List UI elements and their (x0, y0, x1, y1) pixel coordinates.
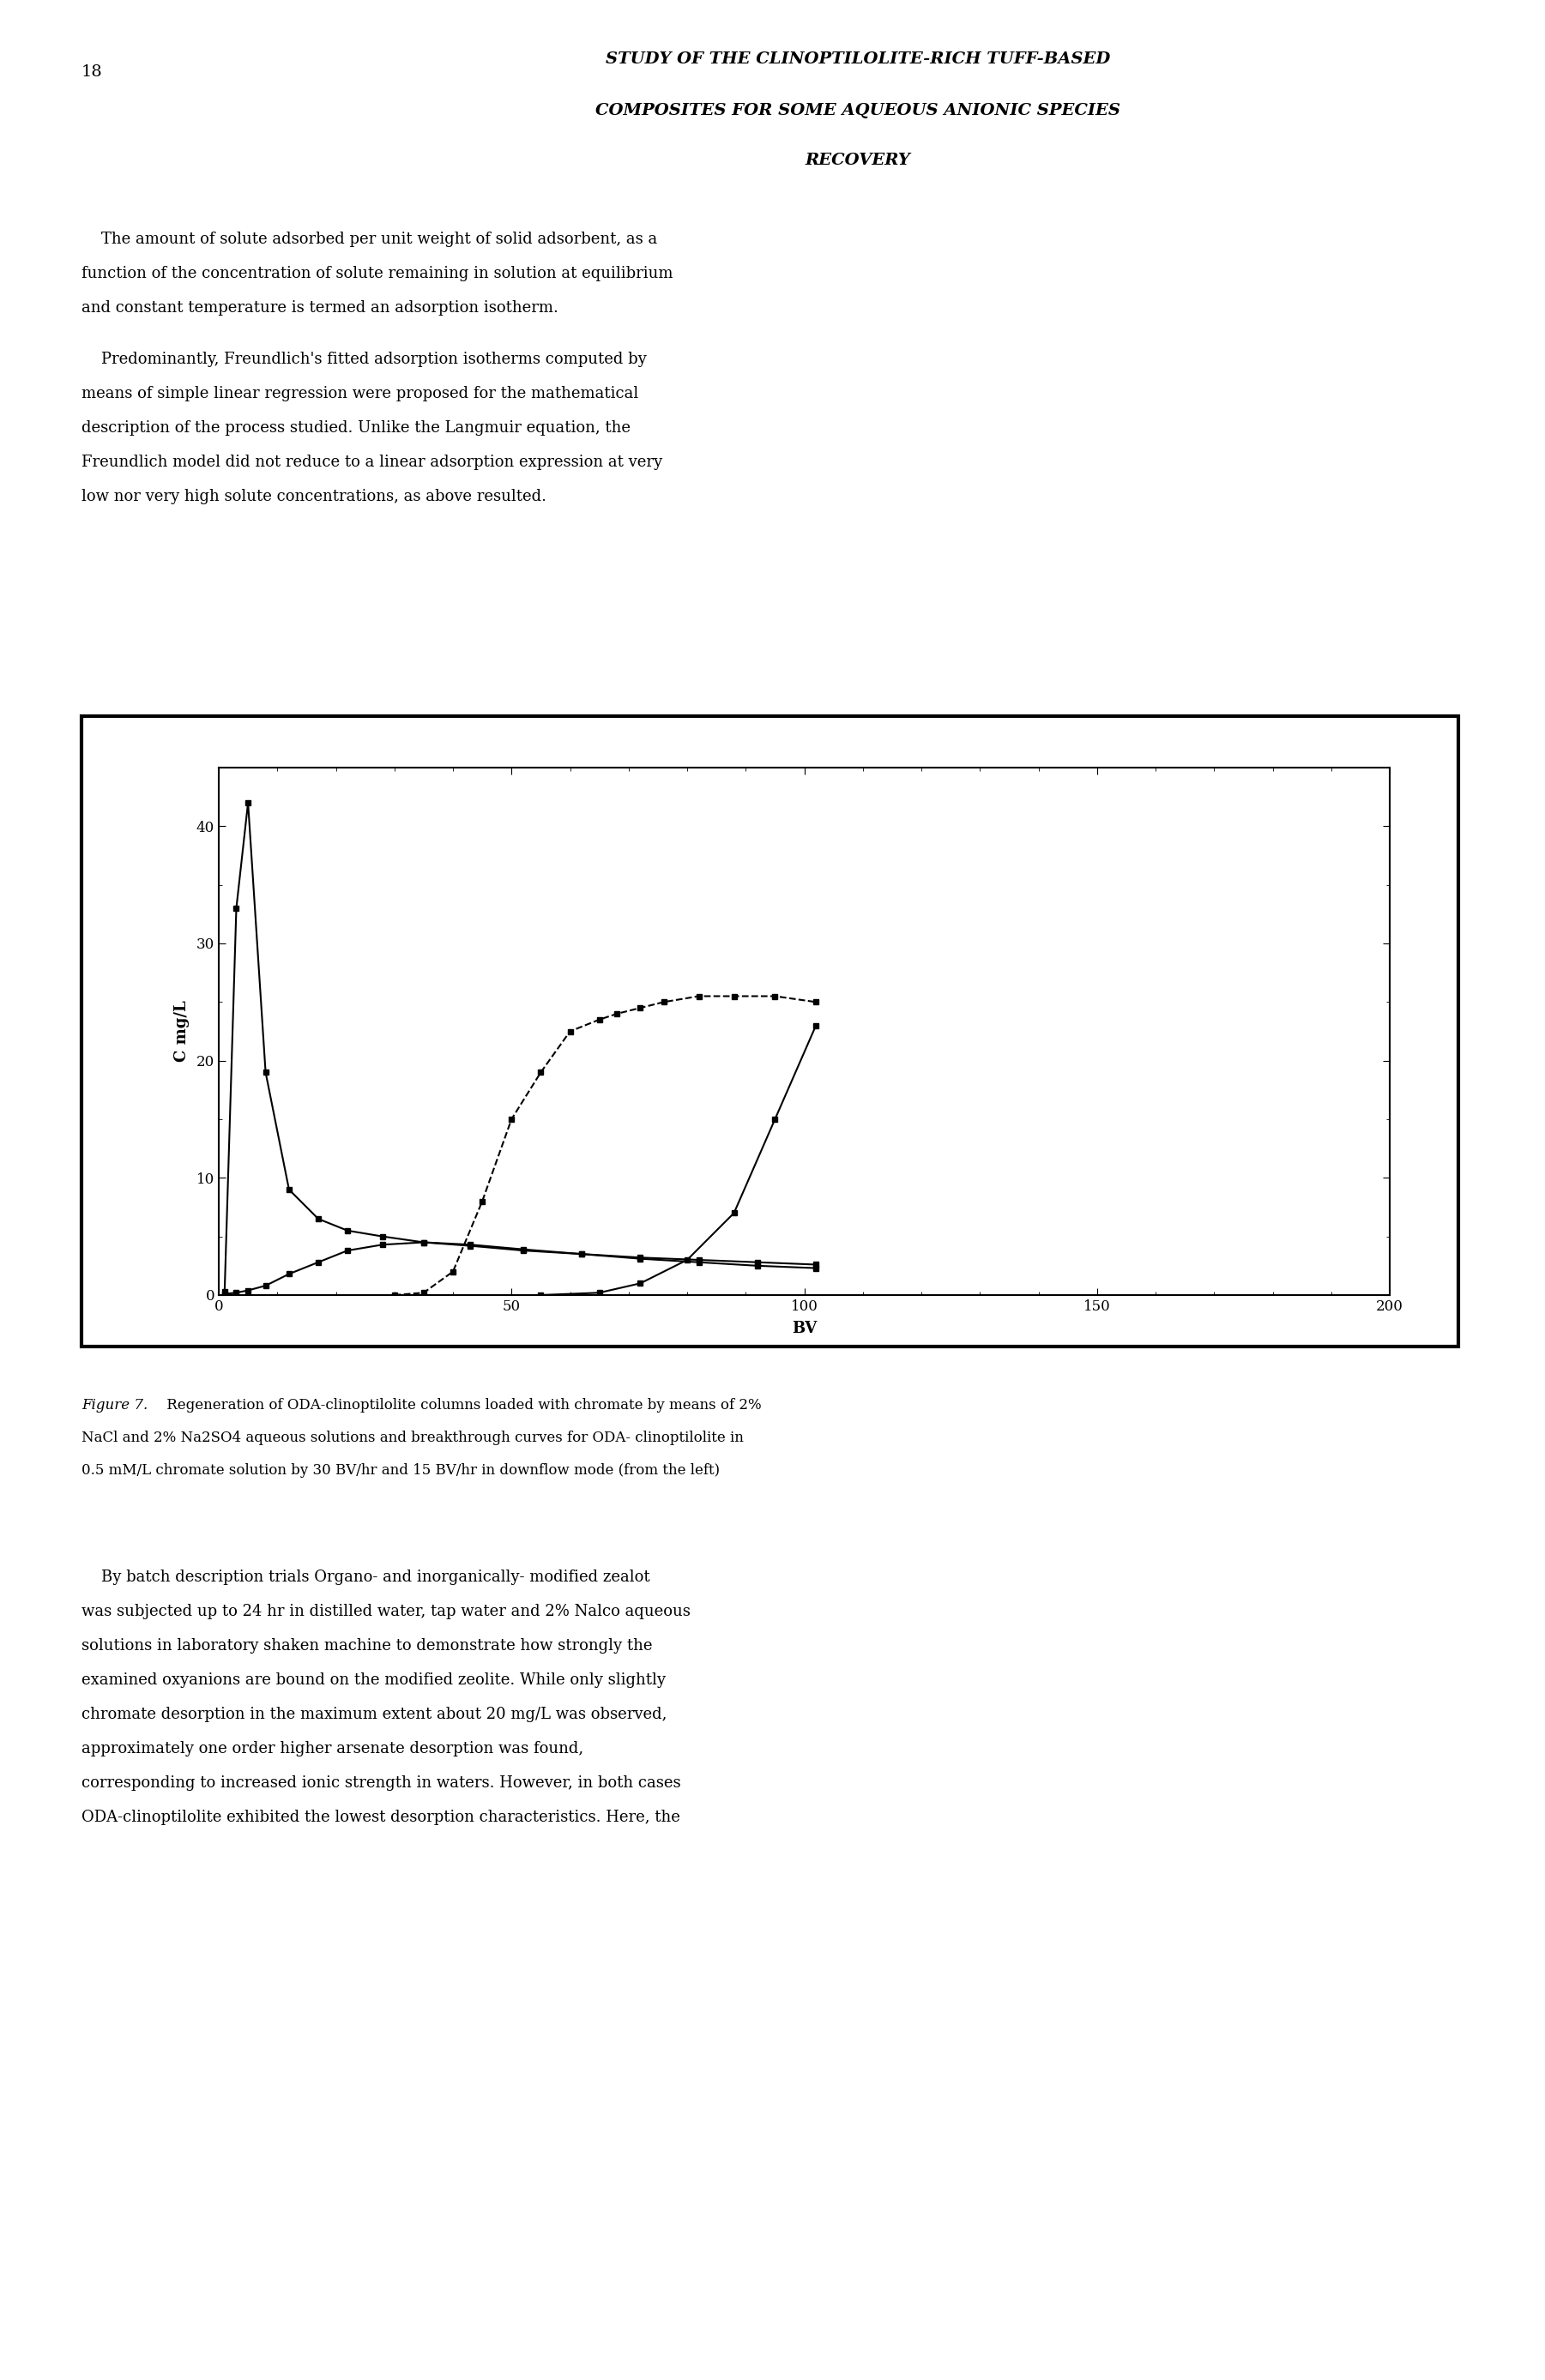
Text: function of the concentration of solute remaining in solution at equilibrium: function of the concentration of solute … (82, 267, 674, 281)
Text: NaCl and 2% Na2SO4 aqueous solutions and breakthrough curves for ODA- clinoptilo: NaCl and 2% Na2SO4 aqueous solutions and… (82, 1430, 743, 1445)
Text: and constant temperature is termed an adsorption isotherm.: and constant temperature is termed an ad… (82, 300, 558, 317)
Text: solutions in laboratory shaken machine to demonstrate how strongly the: solutions in laboratory shaken machine t… (82, 1637, 652, 1654)
Text: low nor very high solute concentrations, as above resulted.: low nor very high solute concentrations,… (82, 488, 547, 505)
Text: approximately one order higher arsenate desorption was found,: approximately one order higher arsenate … (82, 1742, 584, 1756)
Text: Figure 7.: Figure 7. (82, 1397, 148, 1414)
Text: means of simple linear regression were proposed for the mathematical: means of simple linear regression were p… (82, 386, 638, 402)
Text: The amount of solute adsorbed per unit weight of solid adsorbent, as a: The amount of solute adsorbed per unit w… (82, 231, 657, 248)
Text: By batch description trials Organo- and inorganically- modified zealot: By batch description trials Organo- and … (82, 1568, 650, 1585)
Text: was subjected up to 24 hr in distilled water, tap water and 2% Nalco aqueous: was subjected up to 24 hr in distilled w… (82, 1604, 691, 1618)
Text: chromate desorption in the maximum extent about 20 mg/L was observed,: chromate desorption in the maximum exten… (82, 1706, 667, 1723)
Text: description of the process studied. Unlike the Langmuir equation, the: description of the process studied. Unli… (82, 421, 630, 436)
Text: 0.5 mM/L chromate solution by 30 BV/hr and 15 BV/hr in downflow mode (from the l: 0.5 mM/L chromate solution by 30 BV/hr a… (82, 1464, 720, 1478)
Text: 18: 18 (82, 64, 102, 81)
Text: corresponding to increased ionic strength in waters. However, in both cases: corresponding to increased ionic strengt… (82, 1775, 681, 1790)
Text: examined oxyanions are bound on the modified zeolite. While only slightly: examined oxyanions are bound on the modi… (82, 1673, 666, 1687)
Text: Regeneration of ODA-clinoptilolite columns loaded with chromate by means of 2%: Regeneration of ODA-clinoptilolite colum… (162, 1397, 762, 1414)
Text: STUDY OF THE CLINOPTILOLITE-RICH TUFF-BASED: STUDY OF THE CLINOPTILOLITE-RICH TUFF-BA… (606, 52, 1111, 67)
Y-axis label: C mg/L: C mg/L (173, 1000, 188, 1061)
Text: COMPOSITES FOR SOME AQUEOUS ANIONIC SPECIES: COMPOSITES FOR SOME AQUEOUS ANIONIC SPEC… (595, 102, 1120, 119)
Text: Predominantly, Freundlich's fitted adsorption isotherms computed by: Predominantly, Freundlich's fitted adsor… (82, 352, 647, 367)
Text: RECOVERY: RECOVERY (805, 152, 910, 169)
Text: ODA-clinoptilolite exhibited the lowest desorption characteristics. Here, the: ODA-clinoptilolite exhibited the lowest … (82, 1809, 680, 1825)
Text: Freundlich model did not reduce to a linear adsorption expression at very: Freundlich model did not reduce to a lin… (82, 455, 663, 469)
X-axis label: BV: BV (791, 1321, 817, 1338)
